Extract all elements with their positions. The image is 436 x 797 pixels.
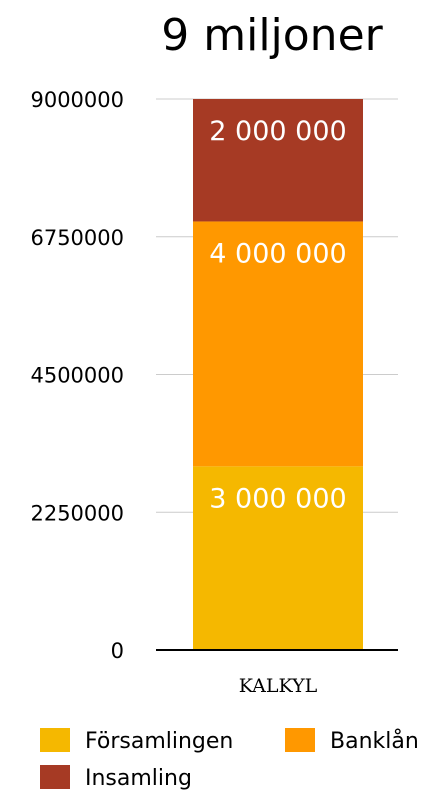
y-tick-label: 2250000 xyxy=(30,501,124,525)
y-tick-label: 9000000 xyxy=(30,88,124,112)
data-label: 3 000 000 xyxy=(209,483,346,514)
stacked-bar xyxy=(193,99,363,650)
x-axis-ticks: KALKYL xyxy=(239,675,318,697)
bar-segment xyxy=(193,99,363,222)
legend-swatch xyxy=(285,728,315,752)
x-tick-label: KALKYL xyxy=(239,675,318,697)
y-tick-label: 0 xyxy=(111,639,124,663)
chart-title: 9 miljoner xyxy=(161,10,383,61)
data-label: 2 000 000 xyxy=(209,116,346,147)
y-tick-label: 4500000 xyxy=(30,364,124,388)
y-tick-label: 6750000 xyxy=(30,226,124,250)
legend-swatch xyxy=(40,765,70,789)
legend-label: Församlingen xyxy=(85,729,233,754)
legend-label: Insamling xyxy=(85,766,192,791)
data-labels: 3 000 000 4 000 000 2 000 000 xyxy=(209,116,346,514)
legend: Församlingen Banklån Insamling xyxy=(40,728,419,791)
bar-segment xyxy=(193,466,363,650)
legend-swatch xyxy=(40,728,70,752)
legend-label: Banklån xyxy=(330,728,419,754)
bar-segment xyxy=(193,221,363,467)
y-axis-ticks: 0 2250000 4500000 6750000 9000000 xyxy=(30,88,124,663)
data-label: 4 000 000 xyxy=(209,238,346,269)
